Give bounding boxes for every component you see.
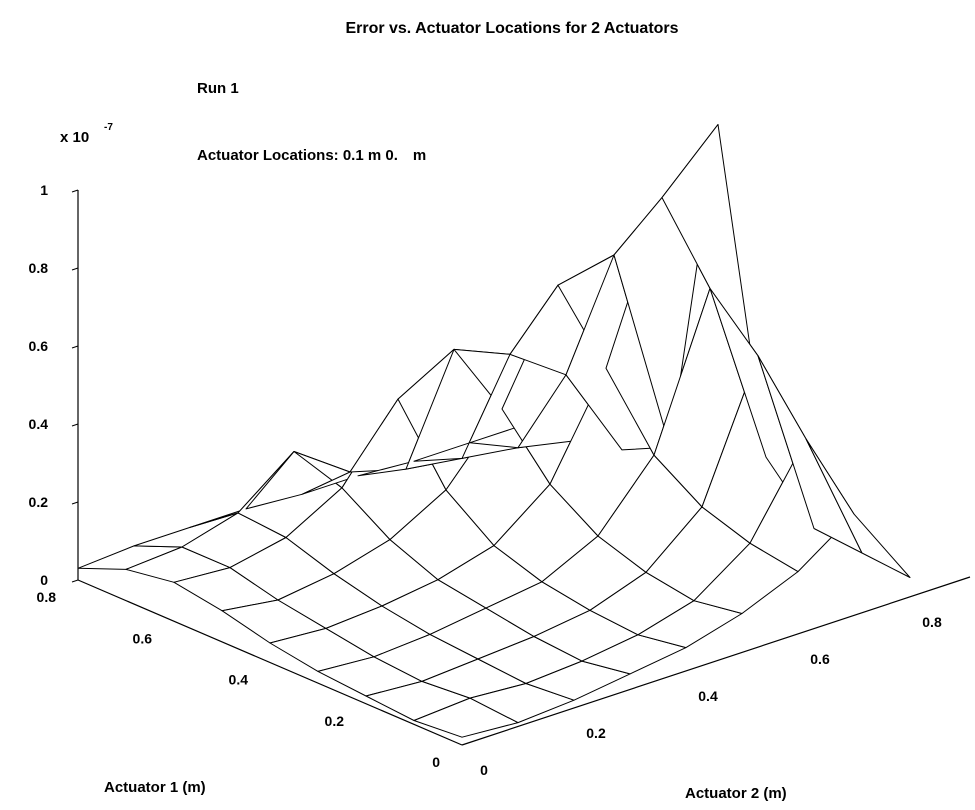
z-tick-mark	[71, 501, 79, 505]
z-tick-label: 0	[40, 572, 48, 588]
x-tick-label: 0.4	[229, 672, 249, 688]
y-tick-label: 0.6	[810, 651, 830, 667]
z-tick-mark	[71, 267, 79, 271]
surface-cell	[805, 438, 911, 578]
x-axis-line	[77, 579, 463, 746]
x-axis-label: Actuator 1 (m)	[104, 779, 206, 796]
x-tick-label: 0.2	[325, 713, 345, 729]
exponent-power: -7	[104, 122, 113, 133]
x-tick-label: 0	[432, 754, 440, 770]
exponent-base: x 10	[60, 129, 89, 146]
y-tick-label: 0.8	[922, 614, 942, 630]
run-annotation: Run 1	[197, 80, 239, 97]
y-axis-line	[461, 576, 971, 746]
y-tick-label: 0	[480, 762, 488, 778]
x-tick-label: 0.8	[37, 589, 57, 605]
z-tick-mark	[71, 579, 79, 583]
x-tick-label: 0.6	[133, 630, 153, 646]
z-tick-mark	[71, 423, 79, 427]
z-tick-label: 1	[40, 182, 48, 198]
z-tick-label: 0.4	[29, 416, 49, 432]
z-tick-mark	[71, 345, 79, 349]
y-tick-label: 0.2	[586, 725, 606, 741]
chart-title: Error vs. Actuator Locations for 2 Actua…	[345, 20, 678, 37]
axes	[77, 190, 971, 746]
y-axis-label: Actuator 2 (m)	[685, 785, 787, 802]
actuator-locations-annotation: Actuator Locations: 0.1 m 0. m	[197, 147, 426, 164]
y-tick-label: 0.4	[698, 688, 718, 704]
z-tick-label: 0.2	[29, 494, 49, 510]
z-tick-label: 0.6	[29, 338, 49, 354]
surface-mesh	[77, 124, 911, 738]
z-tick-label: 0.8	[29, 260, 49, 276]
z-tick-mark	[71, 189, 79, 193]
